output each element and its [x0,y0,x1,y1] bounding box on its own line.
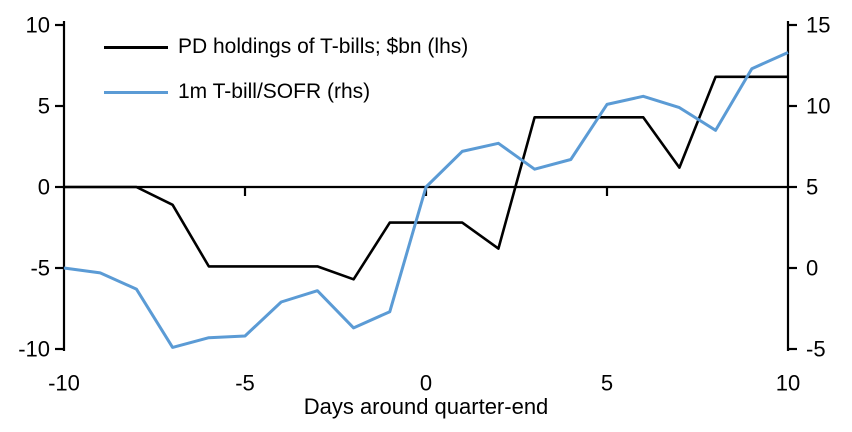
legend: PD holdings of T-bills; $bn (lhs) 1m T-b… [104,35,469,126]
left-axis-tick-label: 5 [38,94,50,119]
left-axis-tick-label: 0 [38,175,50,200]
left-axis-tick-label: -5 [30,256,50,281]
legend-label-pd-holdings: PD holdings of T-bills; $bn (lhs) [178,35,469,58]
series-line-1m-t-bill-sofr-rhs [63,51,789,349]
series-line-pd-holdings-of-t-bills-bn-lhs [64,75,788,281]
legend-label-tbill-sofr: 1m T-bill/SOFR (rhs) [178,80,371,103]
right-axis-tick-label: 10 [806,94,830,119]
right-axis-tick-label: 0 [806,256,818,281]
x-axis-tick-label: -10 [48,371,80,396]
x-axis-title: Days around quarter-end [303,394,549,419]
right-axis-tick-label: 5 [806,175,818,200]
left-axis-tick-label: 10 [26,13,50,38]
x-axis-tick-label: 5 [601,371,613,396]
right-axis-tick-label: -5 [806,337,826,362]
x-axis-tick-label: 10 [776,371,800,396]
legend-item-tbill-sofr: 1m T-bill/SOFR (rhs) [104,80,468,103]
left-axis-tick-label: -10 [18,337,50,362]
legend-item-pd-holdings: PD holdings of T-bills; $bn (lhs) [104,35,469,58]
legend-line-tbill-sofr [104,90,168,94]
right-axis-tick-label: 15 [806,13,830,38]
x-axis-tick-label: 0 [420,371,432,396]
x-axis-tick-label: -5 [235,371,255,396]
legend-line-pd-holdings [104,45,168,49]
